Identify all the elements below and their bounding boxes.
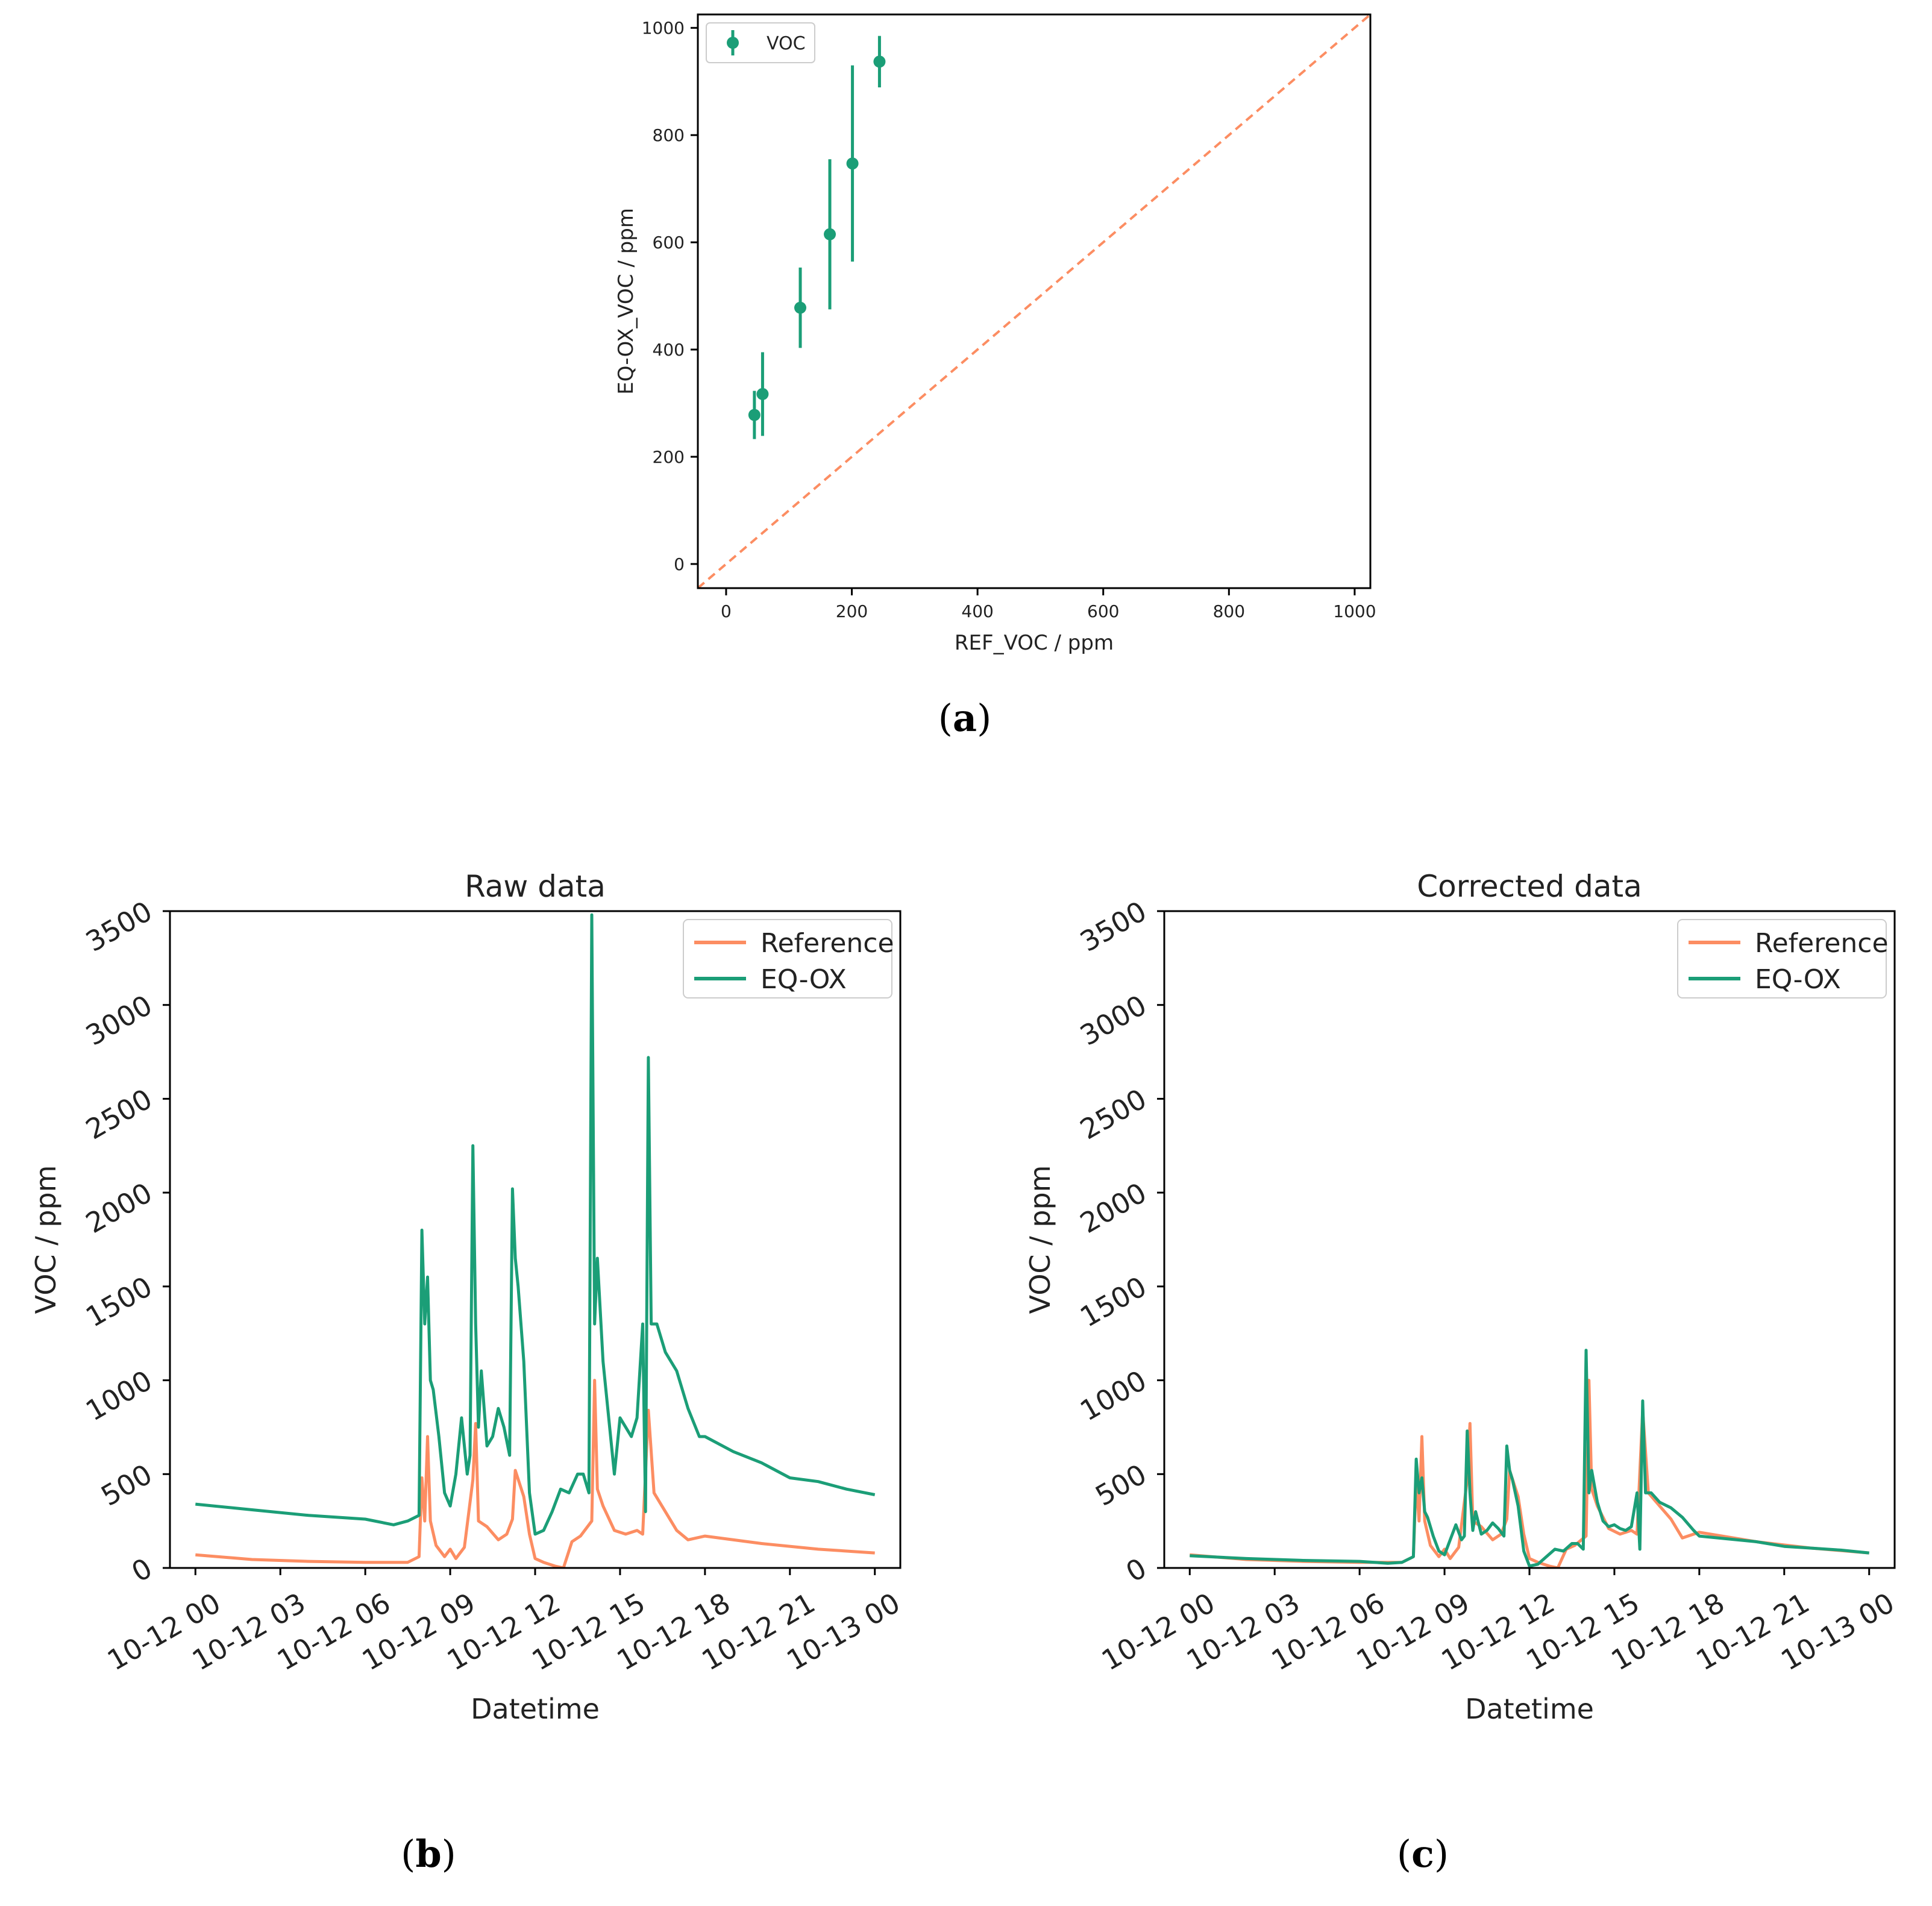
y-tick-label: 2500	[1074, 1082, 1152, 1146]
legend-voc-marker	[727, 37, 739, 49]
y-tick-label: 3500	[80, 895, 157, 958]
y-axis-label: VOC / ppm	[1024, 1165, 1056, 1314]
y-tick-label: 1000	[1074, 1364, 1152, 1427]
panel-label: (a)	[938, 696, 992, 740]
voc-point-0	[748, 409, 761, 421]
panel-label-open: (	[401, 1832, 415, 1876]
y-tick-label: 400	[653, 340, 685, 360]
series-line-reference	[195, 1379, 875, 1568]
legend: Reference EQ-OX	[1677, 919, 1889, 998]
chart-title: Corrected data	[1417, 869, 1642, 904]
y-tick-label: 500	[95, 1458, 157, 1513]
y-tick-label: 0	[674, 554, 685, 574]
panel-label-open: (	[1397, 1832, 1411, 1876]
plot-area	[1190, 1349, 1869, 1568]
y-tick-label: 800	[653, 125, 685, 145]
panel-label-open: (	[938, 696, 953, 740]
panel-label-close: )	[1434, 1832, 1449, 1876]
series-line-eq-ox	[195, 913, 876, 1536]
chart-title: Raw data	[465, 869, 606, 904]
plot-area	[195, 913, 876, 1568]
plot-area	[698, 14, 1370, 588]
x-axis-label: Datetime	[471, 1693, 600, 1725]
y-tick-label: 1500	[80, 1270, 157, 1334]
reference-line-1to1	[698, 14, 1370, 588]
y-tick-label: 0	[1120, 1552, 1152, 1588]
panel-label-letter: b	[415, 1832, 441, 1876]
legend-entry-reference: Reference	[761, 928, 894, 959]
y-tick-label: 2000	[80, 1176, 157, 1240]
y-tick-label: 3000	[80, 988, 157, 1052]
y-axis-label: EQ-OX_VOC / ppm	[614, 208, 638, 395]
y-axis-label: VOC / ppm	[30, 1165, 62, 1314]
y-tick-label: 600	[653, 233, 685, 252]
y-tick-label: 2000	[1074, 1176, 1152, 1240]
y-tick-label: 1000	[80, 1364, 157, 1427]
legend-entry-reference: Reference	[1755, 928, 1889, 959]
x-axis-label: Datetime	[1465, 1693, 1594, 1725]
y-tick-label: 3500	[1074, 895, 1152, 958]
legend-entry-eq-ox: EQ-OX	[1755, 964, 1841, 995]
y-tick-label: 200	[653, 447, 685, 467]
voc-point-4	[846, 157, 859, 170]
series-line-eq-ox	[1190, 1349, 1869, 1568]
panel-label-letter: c	[1411, 1832, 1434, 1876]
legend: VOC	[706, 22, 815, 63]
panel-label: (b)	[401, 1832, 456, 1876]
y-tick-label: 0	[126, 1552, 157, 1588]
plot-frame	[697, 13, 1372, 589]
x-axis-label: REF_VOC / ppm	[955, 631, 1114, 655]
y-tick-label: 3000	[1074, 988, 1152, 1052]
voc-point-1	[756, 387, 769, 400]
y-tick-label: 2500	[80, 1082, 157, 1146]
panel-label-close: )	[442, 1832, 456, 1876]
x-tick-label: 1000	[1333, 601, 1376, 621]
voc-point-5	[873, 55, 886, 68]
y-tick-label: 1000	[642, 18, 685, 38]
plot-frame	[169, 910, 902, 1569]
legend-entry-eq-ox: EQ-OX	[761, 964, 847, 995]
x-tick-label: 0	[721, 601, 732, 621]
plot-frame	[1163, 910, 1896, 1569]
y-tick-label: 500	[1090, 1458, 1152, 1513]
panel-label: (c)	[1397, 1832, 1449, 1876]
series-line-reference	[1190, 1379, 1869, 1568]
voc-point-2	[794, 301, 807, 314]
panel-label-letter: a	[953, 696, 977, 740]
legend: Reference EQ-OX	[683, 919, 894, 998]
y-tick-label: 1500	[1074, 1270, 1152, 1334]
x-tick-label: 200	[836, 601, 868, 621]
panel-a: 0 200 400 600 800 1000 0 200 400 600 800 1000 REF_VO…	[614, 13, 1376, 740]
x-tick-label: 400	[961, 601, 993, 621]
x-tick-label: 800	[1213, 601, 1245, 621]
legend-entry-voc: VOC	[767, 33, 806, 54]
voc-point-3	[824, 228, 836, 240]
x-tick-label: 600	[1087, 601, 1119, 621]
panel-label-close: )	[977, 696, 991, 740]
